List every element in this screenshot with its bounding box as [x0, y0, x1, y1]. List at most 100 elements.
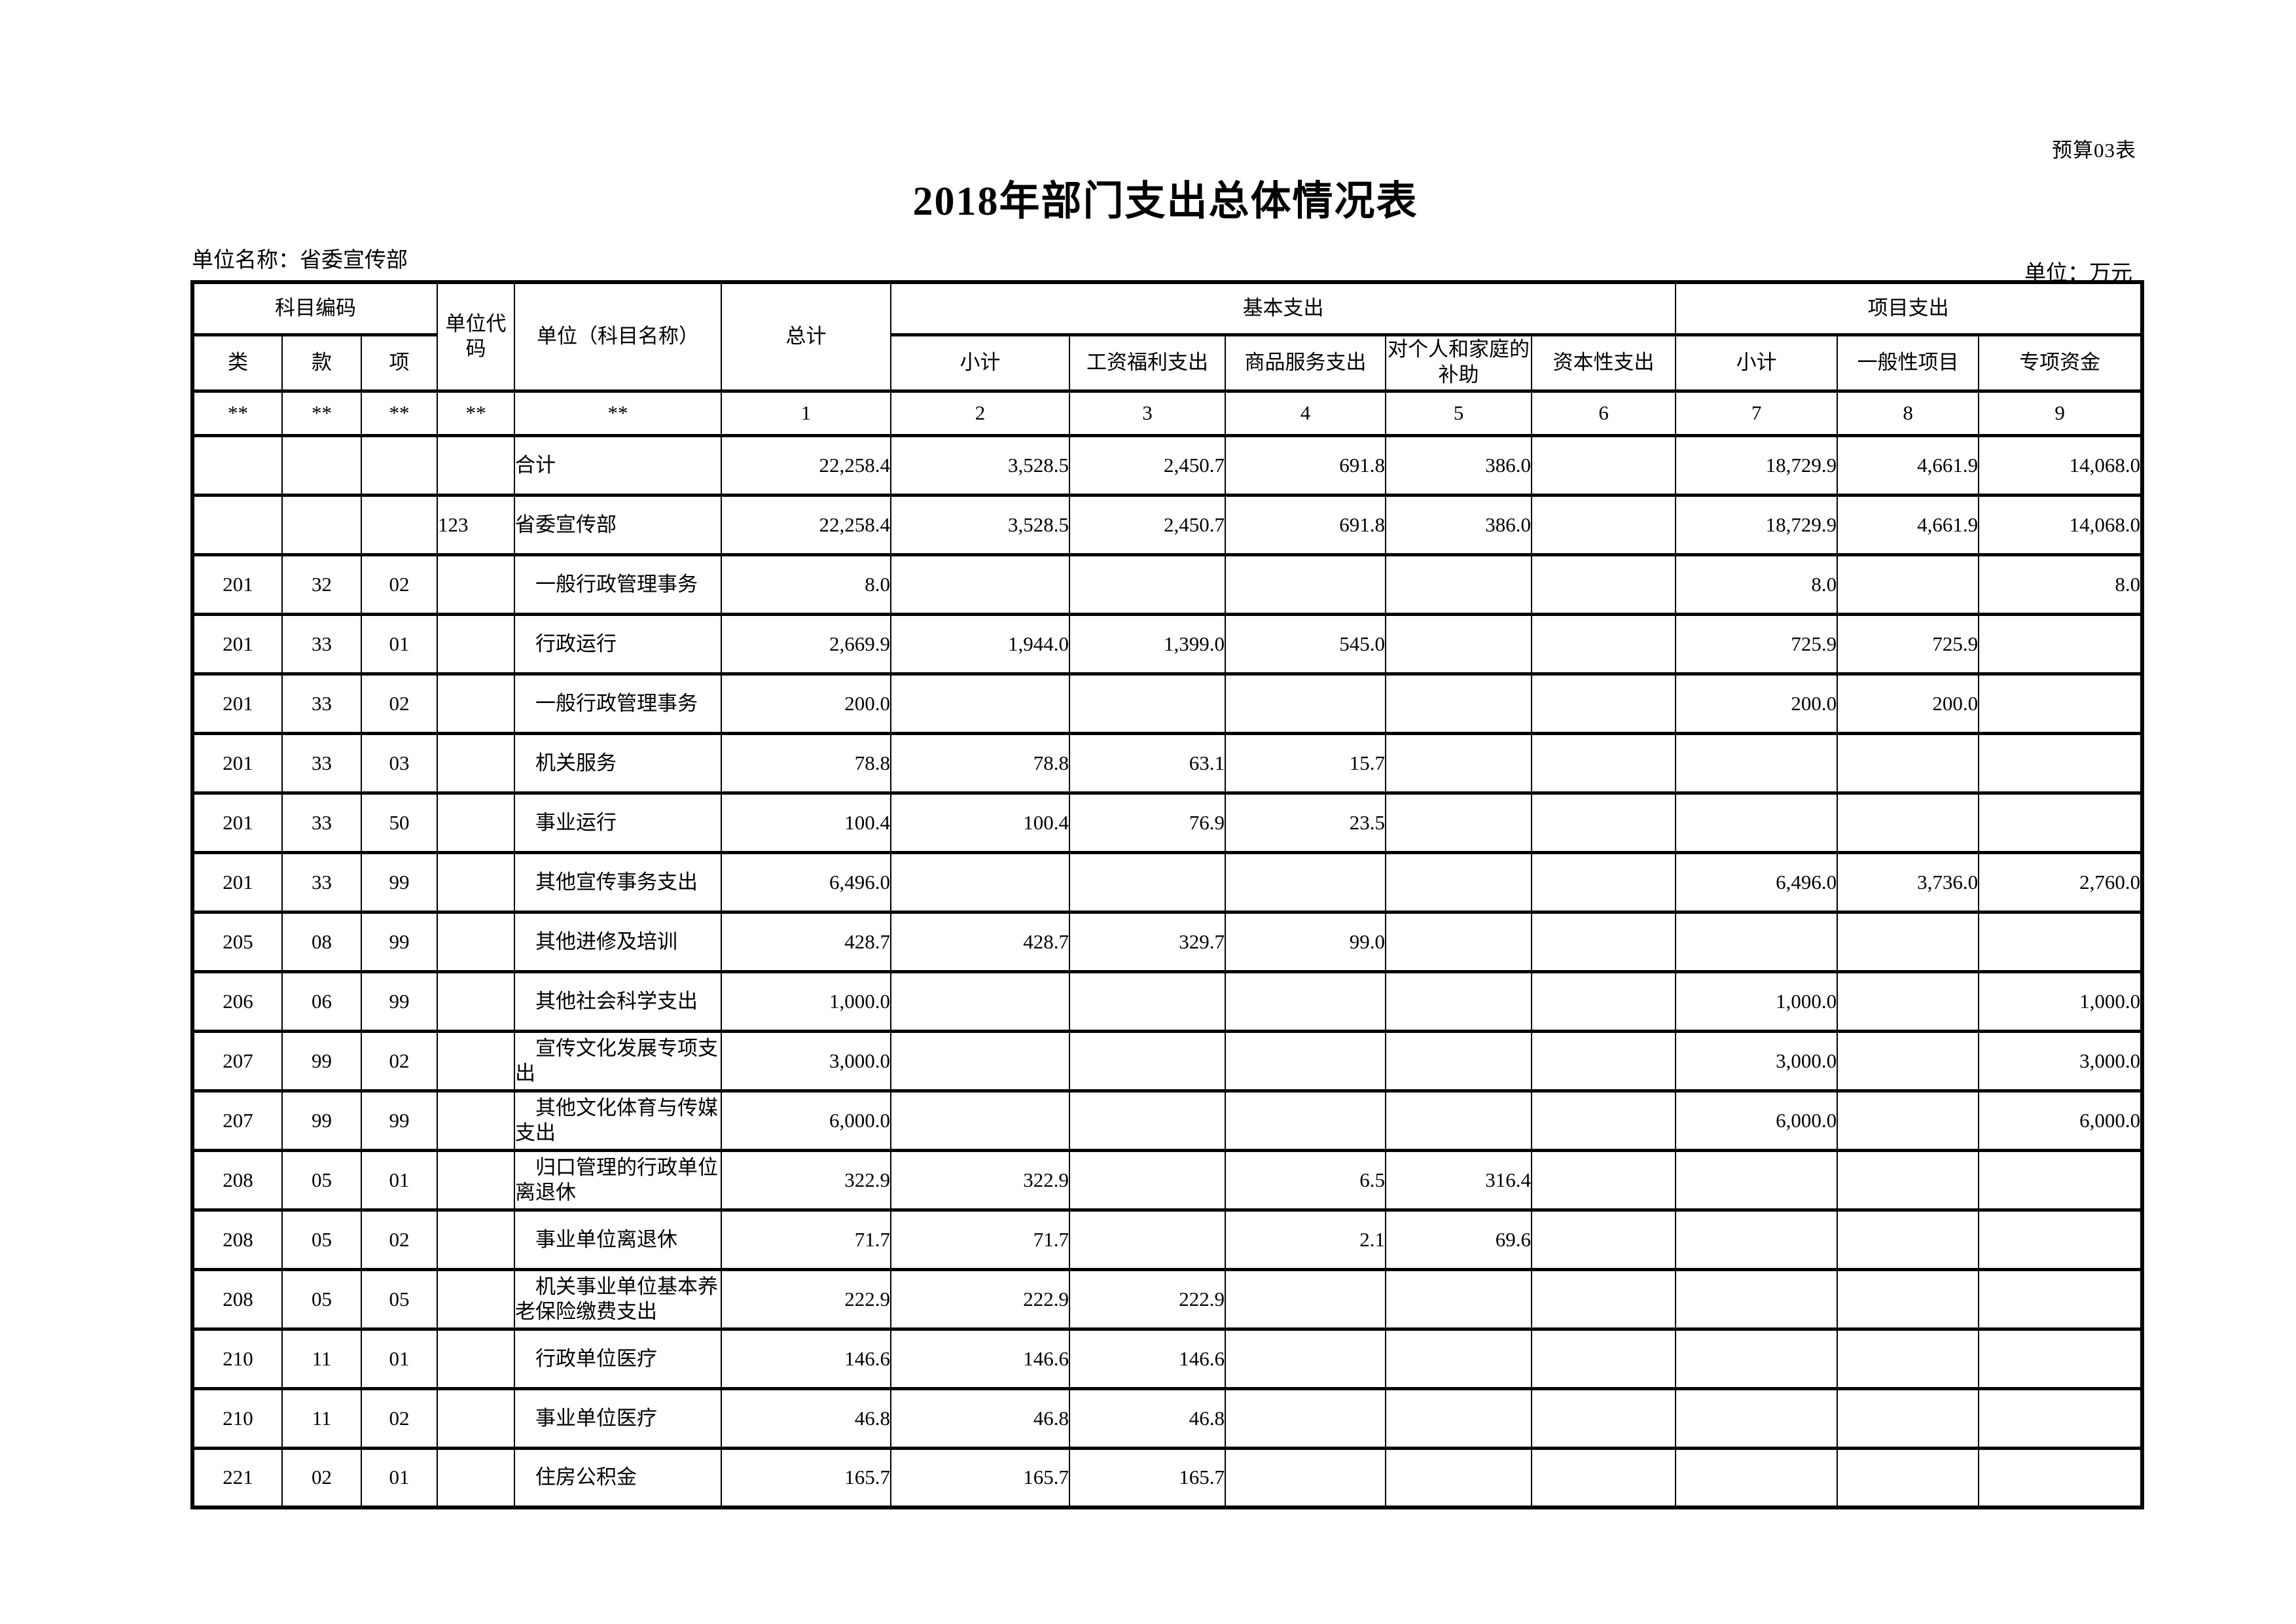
star-cell: ** [281, 389, 362, 437]
cell-unit-code [437, 1267, 516, 1331]
cell-value: 200.0 [1675, 672, 1839, 735]
cell-value [1225, 1089, 1387, 1152]
column-number-cell: 3 [1069, 389, 1227, 437]
cell-item-code: 02 [360, 672, 439, 735]
cell-value [1385, 731, 1533, 795]
header-basic-subtotal: 小计 [890, 333, 1071, 393]
cell-value: 71.7 [721, 1208, 892, 1271]
header-individual-family-subsidy: 对个人和家庭的补助 [1385, 333, 1533, 393]
cell-value [1978, 672, 2144, 735]
cell-value [1978, 1446, 2144, 1509]
cell-value [1675, 731, 1839, 795]
cell-unit-code: 123 [437, 493, 516, 556]
cell-section-code: 32 [281, 552, 362, 616]
cell-class-code [192, 433, 283, 497]
header-class: 类 [192, 333, 283, 393]
cell-subject-name: 住房公积金 [514, 1446, 723, 1509]
cell-value [1837, 969, 1980, 1033]
header-grand-total: 总计 [721, 280, 892, 393]
cell-value: 6.5 [1225, 1148, 1387, 1212]
cell-unit-code [437, 433, 516, 497]
cell-value [1531, 910, 1677, 973]
cell-value [1385, 791, 1533, 854]
cell-value [1531, 552, 1677, 616]
cell-section-code: 33 [281, 731, 362, 795]
cell-value [890, 850, 1071, 914]
cell-section-code: 99 [281, 1089, 362, 1152]
cell-class-code: 207 [192, 1089, 283, 1152]
header-section: 款 [281, 333, 362, 393]
cell-subject-name: 其他文化体育与传媒支出 [514, 1089, 723, 1152]
cell-value: 18,729.9 [1675, 433, 1839, 497]
cell-value [1978, 910, 2144, 973]
cell-subject-name: 事业单位离退休 [514, 1208, 723, 1271]
table-row: 206 06 99 其他社会科学支出 1,000.0 1,000.0 1,000.0 [192, 969, 2144, 1033]
cell-value: 200.0 [1837, 672, 1980, 735]
cell-item-code: 99 [360, 969, 439, 1033]
cell-value [1225, 1327, 1387, 1390]
cell-section-code: 33 [281, 672, 362, 735]
table-row: 合计 22,258.4 3,528.5 2,450.7 691.8 386.0 18,729… [192, 433, 2144, 497]
cell-section-code [281, 493, 362, 556]
cell-value [1978, 1208, 2144, 1271]
cell-value [1531, 1327, 1677, 1390]
cell-unit-code [437, 1148, 516, 1212]
cell-value: 146.6 [721, 1327, 892, 1390]
cell-value: 222.9 [1069, 1267, 1227, 1331]
header-basic-expenditure: 基本支出 [890, 280, 1677, 336]
column-number-cell: 4 [1225, 389, 1387, 437]
cell-value: 2.1 [1225, 1208, 1387, 1271]
cell-value [1385, 552, 1533, 616]
cell-value: 63.1 [1069, 731, 1227, 795]
cell-value: 78.8 [890, 731, 1071, 795]
cell-value: 2,669.9 [721, 612, 892, 676]
table-row: 210 11 02 事业单位医疗 46.8 46.8 46.8 [192, 1386, 2144, 1450]
header-capital-expenditure: 资本性支出 [1531, 333, 1677, 393]
cell-class-code: 201 [192, 612, 283, 676]
cell-value: 3,000.0 [1675, 1029, 1839, 1092]
cell-value [1069, 969, 1227, 1033]
cell-class-code: 208 [192, 1148, 283, 1212]
table-row: 201 33 02 一般行政管理事务 200.0 200.0 200.0 [192, 672, 2144, 735]
table-row: 201 33 50 事业运行 100.4 100.4 76.9 23.5 [192, 791, 2144, 854]
cell-value [1385, 672, 1533, 735]
cell-value [1675, 1208, 1839, 1271]
cell-item-code [360, 493, 439, 556]
cell-value: 165.7 [721, 1446, 892, 1509]
cell-item-code: 02 [360, 1029, 439, 1092]
column-number-cell: 7 [1675, 389, 1839, 437]
cell-value: 428.7 [721, 910, 892, 973]
cell-unit-code [437, 1089, 516, 1152]
cell-value [1837, 1029, 1980, 1092]
cell-value [1837, 552, 1980, 616]
cell-value: 99.0 [1225, 910, 1387, 973]
cell-section-code: 99 [281, 1029, 362, 1092]
table-row: 201 32 02 一般行政管理事务 8.0 8.0 8.0 [192, 552, 2144, 616]
cell-value: 46.8 [721, 1386, 892, 1450]
cell-subject-name: 机关服务 [514, 731, 723, 795]
star-cell: ** [514, 389, 723, 437]
cell-section-code: 08 [281, 910, 362, 973]
cell-value [1385, 850, 1533, 914]
cell-value: 3,528.5 [890, 493, 1071, 556]
cell-value [1385, 1386, 1533, 1450]
cell-value: 3,528.5 [890, 433, 1071, 497]
column-number-cell: 6 [1531, 389, 1677, 437]
cell-class-code: 201 [192, 791, 283, 854]
cell-value [1225, 969, 1387, 1033]
cell-value [1385, 1446, 1533, 1509]
cell-value [1225, 1446, 1387, 1509]
cell-value [1531, 612, 1677, 676]
cell-value: 146.6 [890, 1327, 1071, 1390]
cell-unit-code [437, 791, 516, 854]
cell-value: 14,068.0 [1978, 433, 2144, 497]
cell-value [1531, 1148, 1677, 1212]
column-number-cell: 5 [1385, 389, 1533, 437]
cell-item-code: 99 [360, 910, 439, 973]
cell-class-code: 206 [192, 969, 283, 1033]
cell-section-code: 05 [281, 1267, 362, 1331]
table-body: ** ** ** ** ** 1 2 3 4 5 6 7 8 9 合计 22,258.4 3,528.5 2,45… [192, 389, 2144, 1509]
cell-value: 2,450.7 [1069, 493, 1227, 556]
cell-value: 1,399.0 [1069, 612, 1227, 676]
column-key-row: ** ** ** ** ** 1 2 3 4 5 6 7 8 9 [192, 389, 2144, 437]
